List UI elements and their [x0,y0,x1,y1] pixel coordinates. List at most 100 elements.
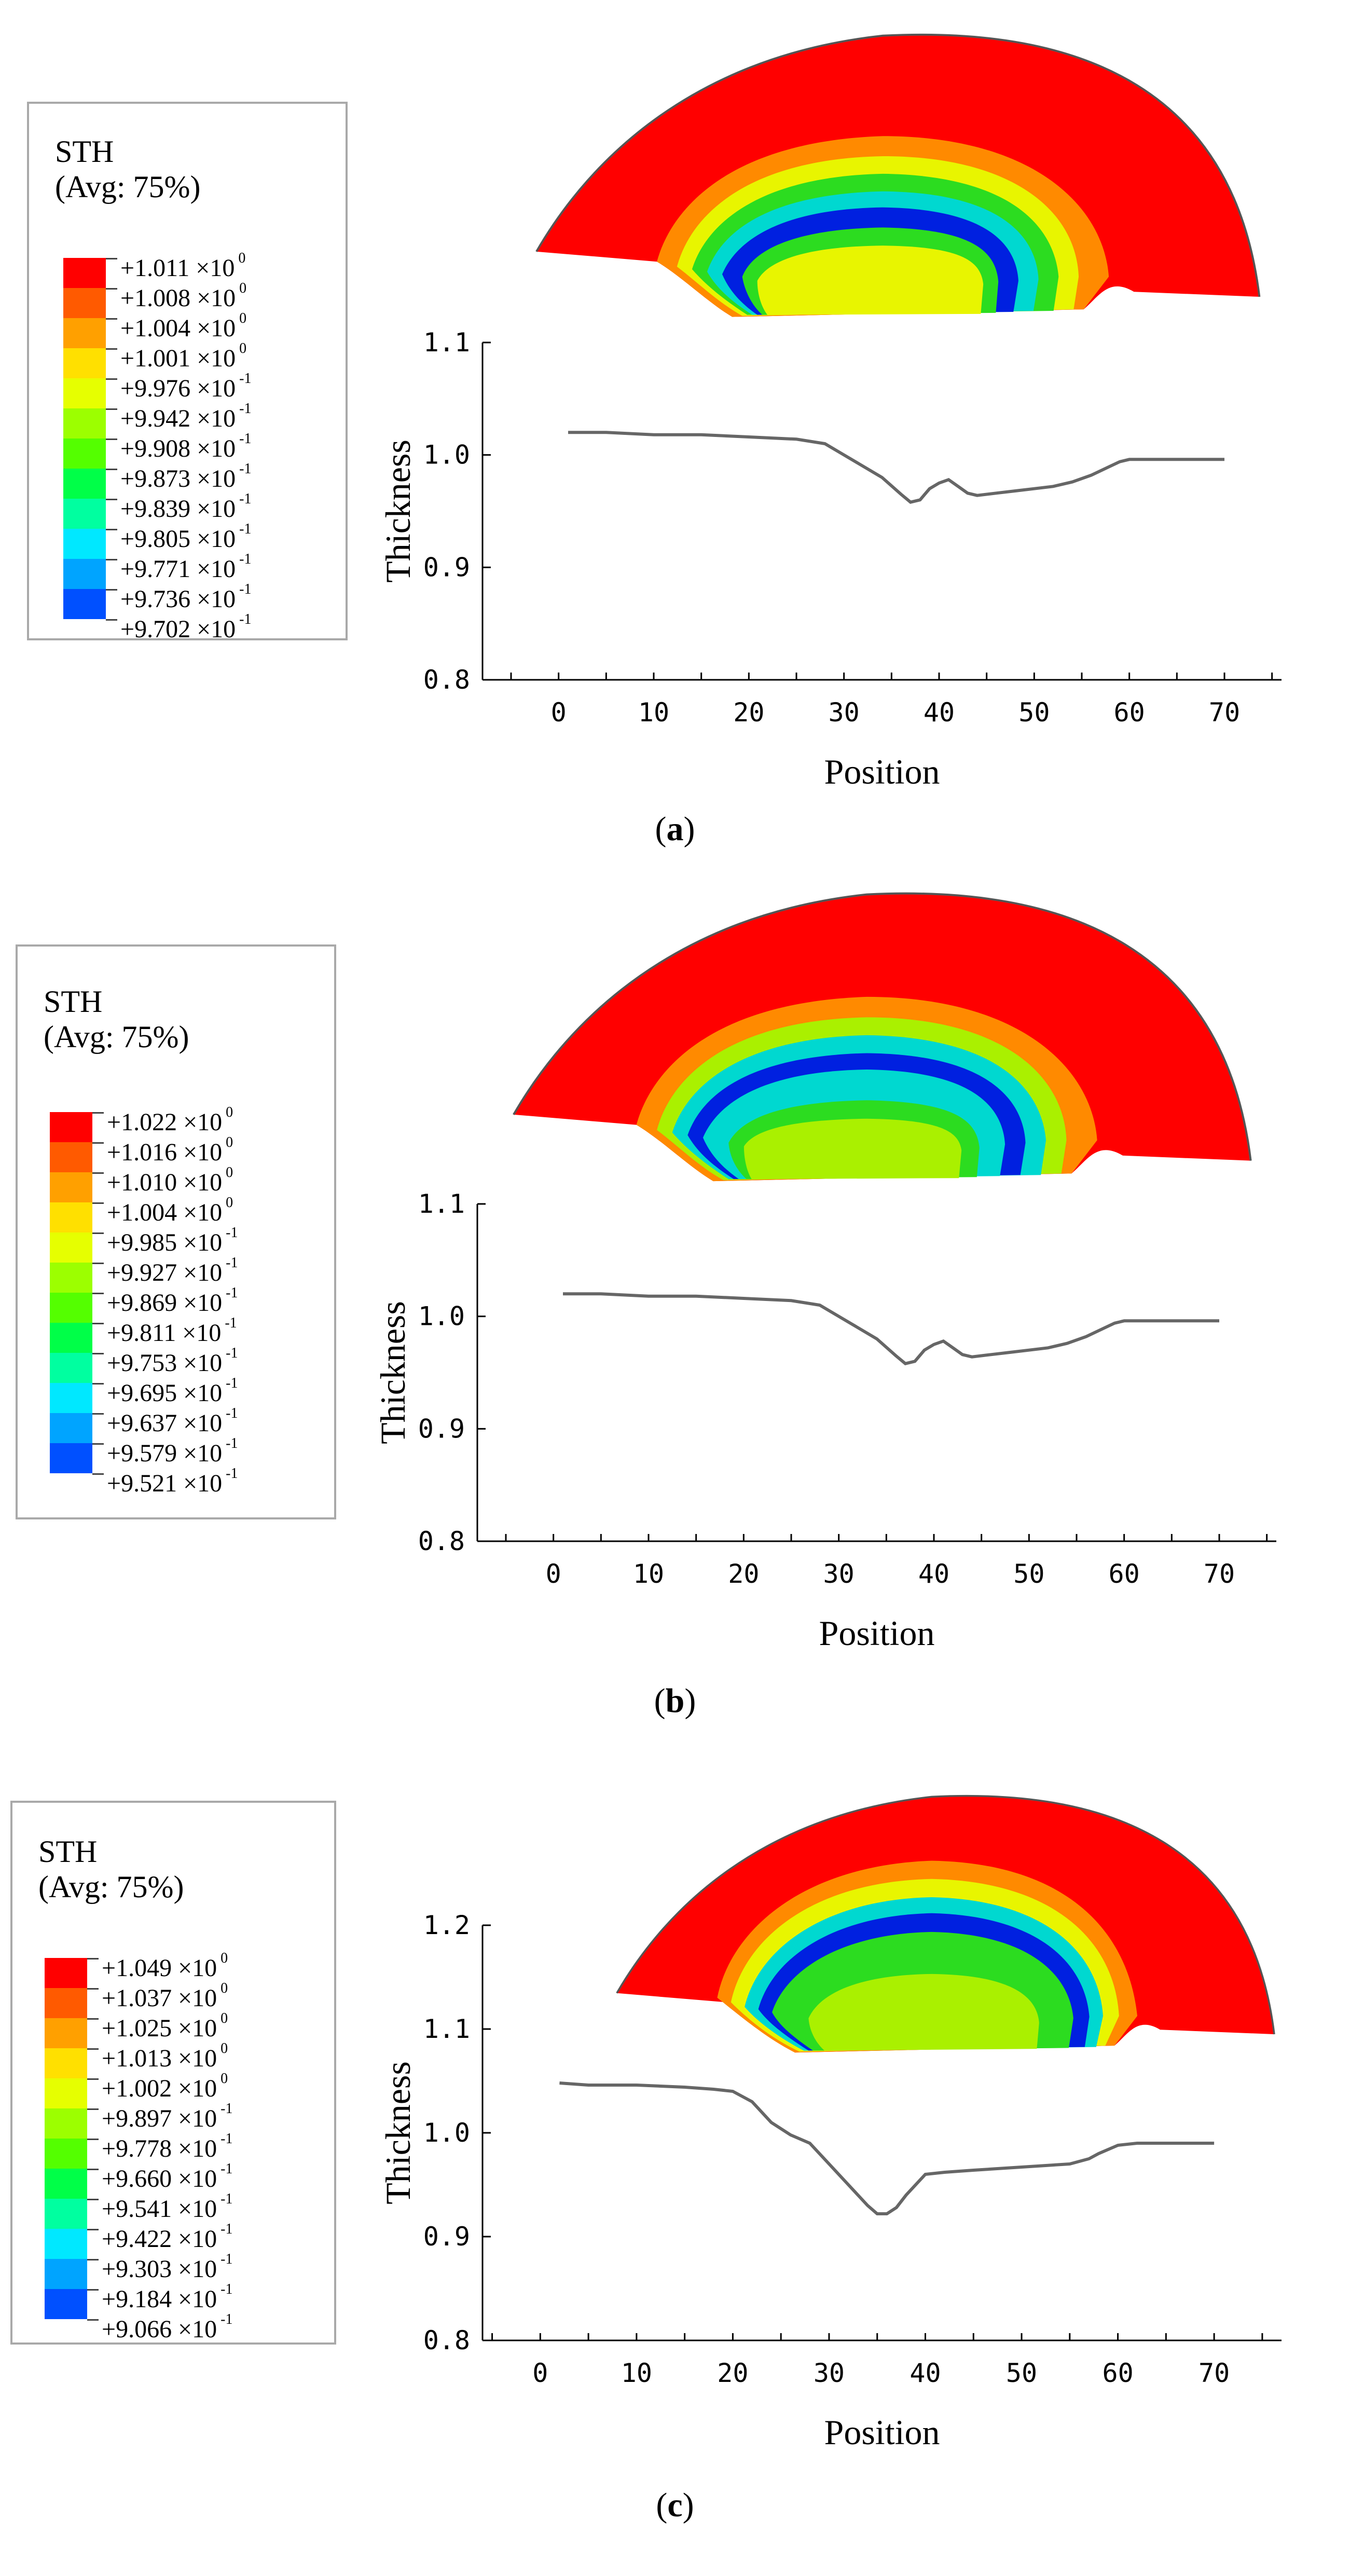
legend-swatch [45,2169,87,2199]
legend-entry: +9.702 ×10 -1 [120,611,252,643]
legend-tick [87,2289,99,2291]
x-tick-label: 10 [621,2358,652,2388]
legend-tick [106,589,117,591]
legend-entry: +9.541 ×10 -1 [102,2191,233,2223]
legend-tick [87,2078,99,2080]
x-tick-label: 10 [633,1559,664,1589]
legend-swatch [63,408,106,439]
y-tick-label: 1.1 [418,1194,465,1219]
legend-entry: +9.976 ×10 -1 [120,371,252,402]
legend-tick [92,1413,104,1415]
caption-close: ) [682,2486,694,2524]
legend-swatch [63,559,106,589]
y-tick-label: 1.0 [423,2118,470,2148]
x-tick-label: 60 [1102,2358,1133,2388]
legend-swatch [50,1413,92,1443]
caption-letter: a [666,810,684,848]
legend-entry: +9.422 ×10 -1 [102,2221,233,2253]
legend-entry: +9.753 ×10 -1 [107,1345,238,1377]
legend-swatch [45,2108,87,2139]
legend-swatch [45,2018,87,2048]
legend-swatch [45,2259,87,2289]
legend-entry: +9.927 ×10 -1 [107,1255,238,1286]
legend-entry: +9.695 ×10 -1 [107,1375,238,1407]
legend-swatch [50,1202,92,1232]
legend-tick [106,258,117,259]
y-tick-label: 0.8 [423,665,470,695]
y-axis-title: Thickness [378,2061,418,2204]
legend-entry: +9.066 ×10 -1 [102,2311,233,2343]
legend-swatch [45,2139,87,2169]
legend-swatch [45,2048,87,2078]
legend-tick [92,1263,104,1264]
legend-swatch [63,378,106,408]
y-tick-label: 0.8 [418,1526,465,1556]
legend-swatch [50,1263,92,1293]
series-line-thickness [559,2081,1215,2215]
x-tick-label: 50 [1006,2358,1037,2388]
legend-swatch [50,1172,92,1202]
caption-close: ) [684,1682,696,1720]
legend-tick [87,2018,99,2020]
y-tick-label: 1.1 [423,332,470,358]
legend-entry: +9.897 ×10 -1 [102,2101,233,2132]
legend-entry: +9.805 ×10 -1 [120,521,252,553]
legend-entry: +9.908 ×10 -1 [120,431,252,462]
thickness-chart-c: 0.8 0.9 1.0 1.1 1.2 0 10 20 30 40 50 60 70 Position Th… [378,1915,1282,2452]
panel-a: STH (Avg: 75%) +1.011 ×10 0 +1.008 ×10 0 +… [0,0,1350,848]
x-tick-label: 0 [551,697,567,728]
caption-close: ) [683,810,695,848]
legend-tick [106,288,117,290]
legend-tick [106,318,117,320]
legend-tick [92,1353,104,1354]
y-tick-label: 1.0 [418,1301,465,1332]
y-tick-label: 1.1 [423,2014,470,2044]
x-tick-label: 0 [532,2358,548,2388]
legend-b: STH (Avg: 75%) +1.022 ×10 0 +1.016 ×10 0 +… [16,944,336,1519]
legend-entry: +1.013 ×10 0 [102,2040,228,2072]
legend-tick [106,408,117,410]
legend-tick [92,1383,104,1385]
legend-swatch [63,469,106,499]
legend-swatch [63,499,106,529]
x-tick-label: 20 [717,2358,748,2388]
legend-swatch [63,288,106,318]
x-tick-label: 30 [829,697,860,728]
legend-tick [87,2169,99,2170]
legend-tick [87,2048,99,2050]
legend-entry: +9.811 ×10 -1 [107,1315,237,1347]
contour-plot-a [535,33,1261,317]
legend-entry: +9.184 ×10 -1 [102,2281,233,2313]
legend-swatch [45,2078,87,2108]
legend-tick [92,1323,104,1324]
legend-tick [92,1232,104,1234]
legend-c: STH (Avg: 75%) +1.049 ×10 0 +1.037 ×10 0 +… [10,1801,336,2345]
y-tick-label: 0.9 [423,552,470,582]
thickness-chart-a: 0.8 0.9 1.0 1.1 0 10 20 30 40 50 60 70 Position Thick… [378,332,1282,791]
legend-tick [106,378,117,380]
caption-c: (c) [0,2486,1350,2525]
legend-tick [87,2199,99,2200]
x-tick-label: 40 [924,697,955,728]
legend-tick [106,469,117,470]
y-tick-label: 1.0 [423,440,470,470]
legend-entry: +1.004 ×10 0 [107,1195,233,1226]
legend-entry: +9.985 ×10 -1 [107,1225,238,1256]
legend-tick [87,1988,99,1990]
legend-subtitle: (Avg: 75%) [55,170,201,204]
legend-swatch [50,1293,92,1323]
x-axis-title: Position [824,752,940,791]
legend-entry: +9.942 ×10 -1 [120,401,252,432]
x-axis-title: Position [824,2413,940,2452]
legend-entry: +1.001 ×10 0 [120,340,247,372]
legend-tick [87,2229,99,2230]
legend-swatch [50,1383,92,1413]
contour-plot-b [513,892,1252,1182]
legend-tick [106,529,117,530]
legend-tick [92,1473,104,1475]
legend-entry: +9.869 ×10 -1 [107,1285,238,1317]
series-line-thickness [563,1292,1219,1365]
x-tick-label: 0 [546,1559,561,1589]
legend-tick [106,499,117,500]
legend-entry: +9.521 ×10 -1 [107,1465,238,1497]
